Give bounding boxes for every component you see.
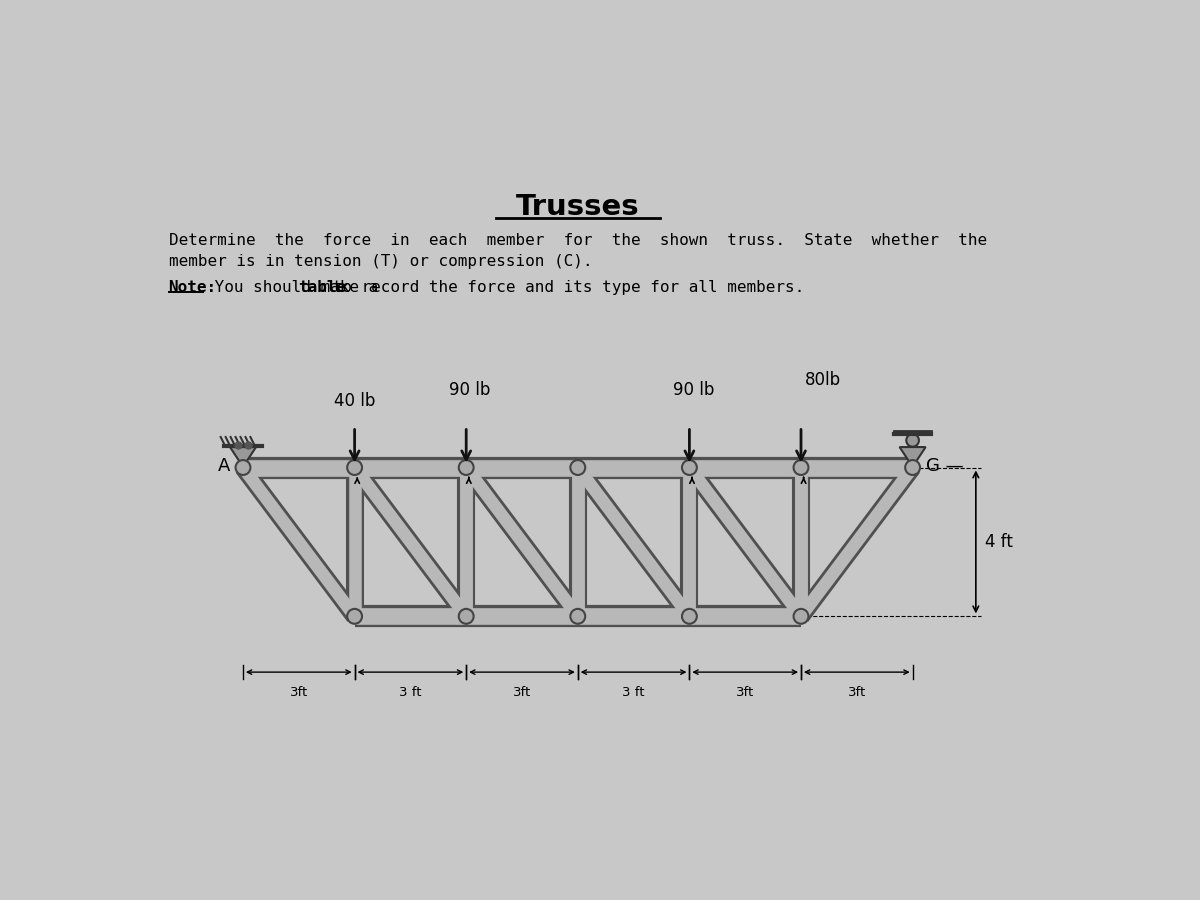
Text: Note:: Note:: [168, 280, 217, 294]
Circle shape: [570, 460, 586, 475]
Circle shape: [458, 460, 474, 475]
Circle shape: [347, 460, 362, 475]
Circle shape: [570, 609, 586, 624]
Text: G —: G —: [925, 456, 964, 474]
Polygon shape: [900, 447, 925, 467]
Text: You should make a: You should make a: [205, 280, 388, 294]
Circle shape: [458, 609, 474, 624]
Text: member is in tension (T) or compression (C).: member is in tension (T) or compression …: [168, 254, 592, 268]
Text: 3ft: 3ft: [289, 687, 308, 699]
Text: 90 lb: 90 lb: [450, 381, 491, 399]
Circle shape: [347, 609, 362, 624]
Circle shape: [235, 460, 251, 475]
Text: I: I: [686, 587, 692, 605]
Circle shape: [905, 460, 920, 475]
Text: E: E: [684, 481, 695, 499]
Polygon shape: [230, 447, 256, 467]
Circle shape: [682, 460, 697, 475]
Text: 3ft: 3ft: [847, 687, 866, 699]
Text: 3 ft: 3 ft: [623, 687, 644, 699]
Text: Trusses: Trusses: [516, 194, 640, 221]
Text: A: A: [217, 456, 230, 474]
Text: 40 lb: 40 lb: [334, 392, 376, 410]
Text: 3ft: 3ft: [512, 687, 532, 699]
Text: 4 ft: 4 ft: [985, 533, 1013, 551]
Text: 90 lb: 90 lb: [673, 381, 714, 399]
Text: B: B: [348, 481, 361, 499]
Text: J: J: [575, 587, 581, 605]
Text: C: C: [460, 481, 473, 499]
Text: K: K: [461, 587, 472, 605]
Text: L: L: [349, 587, 360, 605]
Circle shape: [793, 609, 809, 624]
Text: to record the force and its type for all members.: to record the force and its type for all…: [323, 280, 804, 294]
Text: 3ft: 3ft: [736, 687, 755, 699]
Text: H: H: [794, 587, 808, 605]
Circle shape: [906, 434, 919, 446]
Text: Determine  the  force  in  each  member  for  the  shown  truss.  State  whether: Determine the force in each member for t…: [168, 233, 986, 248]
Text: table: table: [298, 280, 346, 294]
Circle shape: [682, 609, 697, 624]
Text: D: D: [571, 481, 584, 499]
Circle shape: [793, 460, 809, 475]
Text: 80lb: 80lb: [805, 372, 841, 390]
Text: F: F: [796, 481, 806, 499]
Text: 3 ft: 3 ft: [400, 687, 421, 699]
